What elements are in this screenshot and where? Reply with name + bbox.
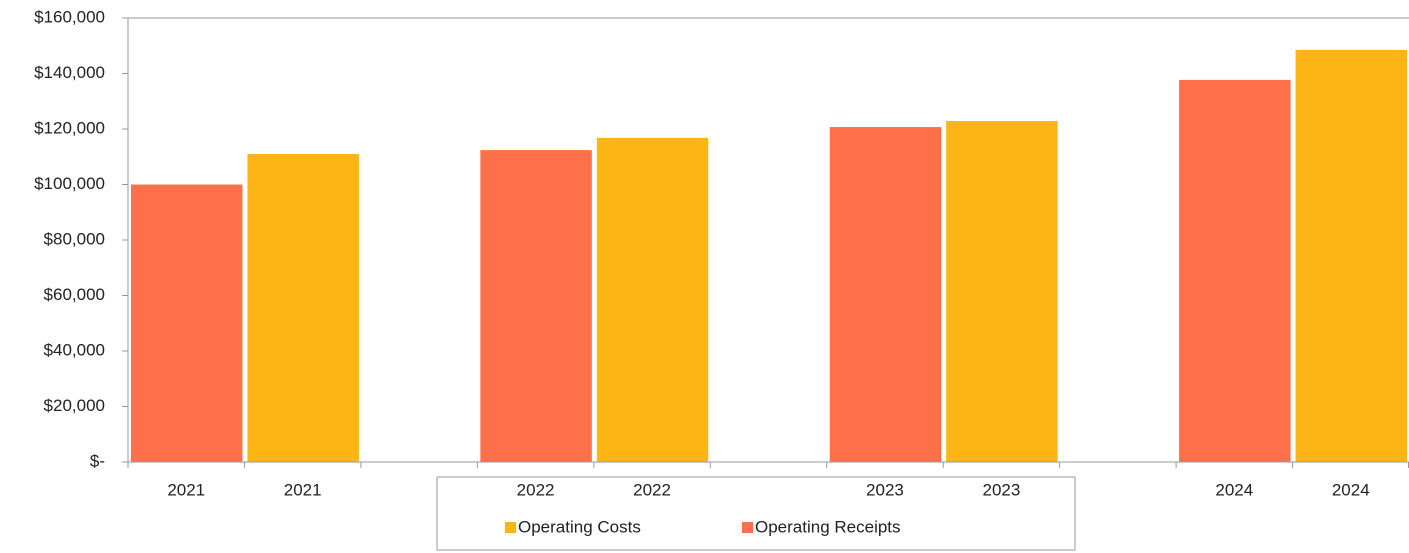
bar	[480, 150, 592, 462]
x-tick-label: 2022	[633, 480, 671, 499]
x-tick-label: 2021	[284, 480, 322, 499]
bar	[247, 153, 359, 462]
y-tick-label: $160,000	[34, 7, 105, 26]
y-tick-label: $60,000	[44, 285, 105, 304]
y-tick-label: $80,000	[44, 229, 105, 248]
bar	[1295, 49, 1407, 462]
bar	[1179, 79, 1291, 462]
legend-swatch	[505, 522, 516, 533]
x-tick-label: 2023	[866, 480, 904, 499]
bar	[596, 137, 709, 462]
x-tick-label: 2024	[1332, 480, 1370, 499]
y-tick-label: $-	[90, 451, 105, 470]
x-tick-label: 2023	[982, 480, 1020, 499]
x-tick-label: 2022	[517, 480, 555, 499]
y-tick-label: $40,000	[44, 340, 105, 359]
y-tick-label: $140,000	[34, 63, 105, 82]
x-tick-label: 2024	[1215, 480, 1253, 499]
y-tick-label: $120,000	[34, 118, 105, 137]
legend-box	[436, 476, 1076, 551]
y-tick-label: $20,000	[44, 396, 105, 415]
bar	[946, 120, 1058, 462]
y-tick-label: $100,000	[34, 174, 105, 193]
bar	[829, 127, 942, 463]
bar	[131, 184, 243, 462]
legend-label: Operating Receipts	[755, 517, 901, 536]
legend-swatch	[742, 522, 753, 533]
legend-label: Operating Costs	[518, 517, 641, 536]
x-tick-label: 2021	[167, 480, 205, 499]
